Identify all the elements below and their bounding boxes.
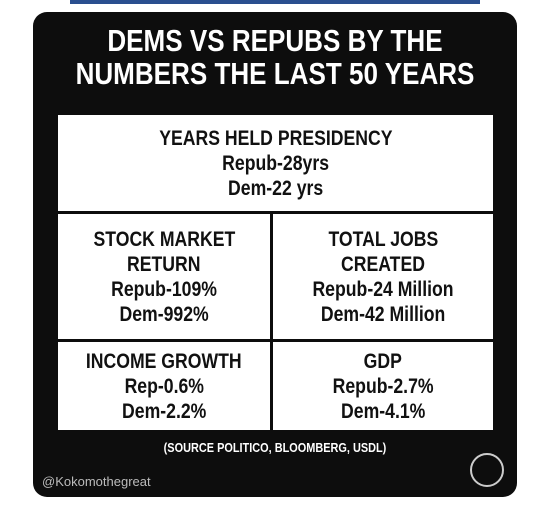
section-heading: TOTAL JOBS — [328, 227, 438, 251]
section-heading: RETURN — [127, 252, 201, 276]
top-rule — [70, 0, 480, 4]
section-line: Dem-22 yrs — [227, 176, 324, 200]
panel — [58, 115, 493, 430]
section-line: Repub-109% — [111, 277, 217, 301]
section-heading: STOCK MARKET — [93, 227, 235, 251]
section-heading: INCOME GROWTH — [86, 349, 242, 373]
section-heading: CREATED — [341, 252, 425, 276]
section-line: Dem-2.2% — [121, 399, 207, 423]
section: STOCK MARKET RETURN Repub-109% Dem-992% — [58, 214, 270, 339]
title-line: DEMS VS REPUBS BY THE — [107, 23, 443, 58]
divider — [58, 211, 493, 214]
source-text: (SOURCE POLITICO, BLOOMBERG, USDL) — [163, 440, 387, 455]
section-line: Dem-42 Million — [320, 302, 446, 326]
section: YEARS HELD PRESIDENCY Repub-28yrs Dem-22 y… — [58, 115, 493, 211]
title-line: NUMBERS THE LAST 50 YEARS — [75, 56, 475, 91]
section-line: Dem-992% — [119, 302, 209, 326]
title: DEMS VS REPUBS BY THE NUMBERS THE LAST 50… — [33, 24, 517, 90]
section-line: Rep-0.6% — [124, 374, 204, 398]
section-heading: YEARS HELD PRESIDENCY — [158, 126, 393, 150]
handle: @Kokomothegreat — [42, 474, 151, 489]
source: (SOURCE POLITICO, BLOOMBERG, USDL) — [33, 440, 517, 455]
divider — [58, 339, 493, 342]
section: GDP Repub-2.7% Dem-4.1% — [273, 342, 493, 430]
divider — [270, 212, 273, 430]
section-heading: GDP — [363, 349, 403, 373]
section: INCOME GROWTH Rep-0.6% Dem-2.2% — [58, 342, 270, 430]
section-line: Dem-4.1% — [340, 399, 426, 423]
logo — [470, 453, 504, 487]
section: TOTAL JOBS CREATED Repub-24 Million Dem-42 … — [273, 214, 493, 339]
section-line: Repub-2.7% — [332, 374, 434, 398]
section-line: Repub-24 Million — [312, 277, 454, 301]
section-line: Repub-28yrs — [222, 151, 329, 175]
